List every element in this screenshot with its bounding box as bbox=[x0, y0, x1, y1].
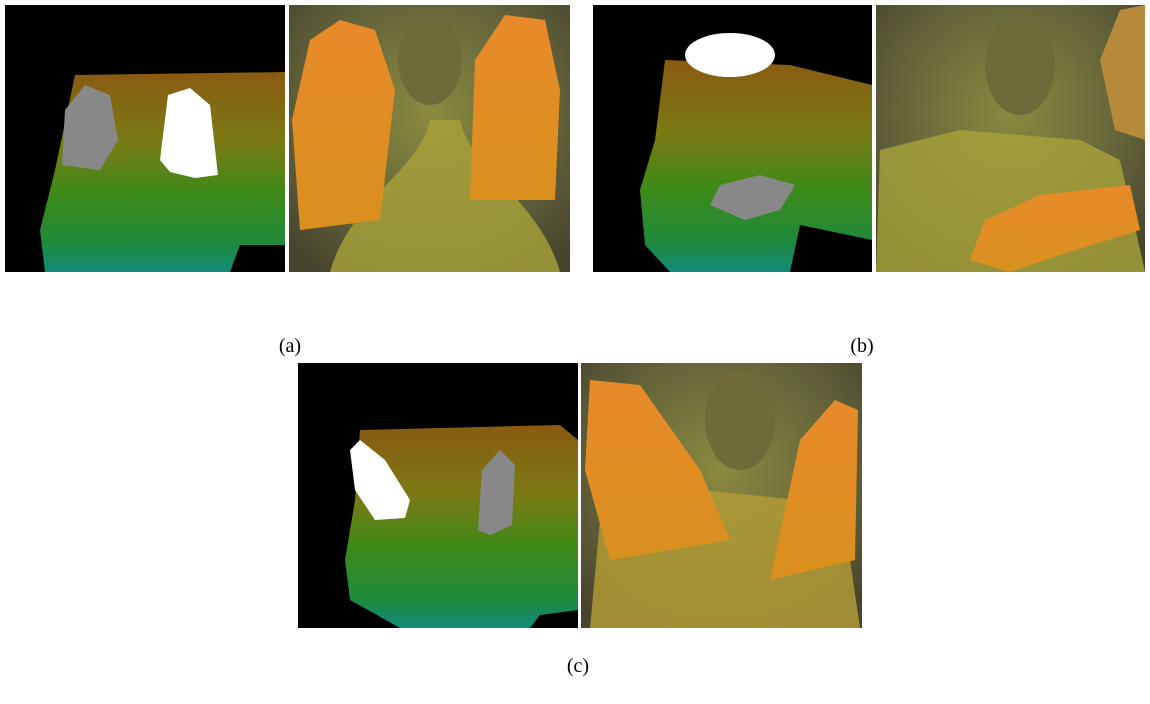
panel-label: (a) bbox=[279, 335, 301, 357]
panel-label: (b) bbox=[850, 335, 873, 357]
face bbox=[705, 370, 775, 470]
panel-c bbox=[298, 363, 862, 628]
hand bbox=[292, 20, 395, 230]
panel-a bbox=[5, 5, 570, 272]
depth-region bbox=[345, 425, 578, 628]
face bbox=[398, 15, 462, 105]
face bbox=[985, 15, 1055, 115]
panel-label: (c) bbox=[567, 655, 589, 677]
figure: (a) (b) (c) bbox=[0, 0, 1150, 704]
hand-mask-white bbox=[685, 33, 775, 77]
panel-b bbox=[593, 5, 1145, 272]
